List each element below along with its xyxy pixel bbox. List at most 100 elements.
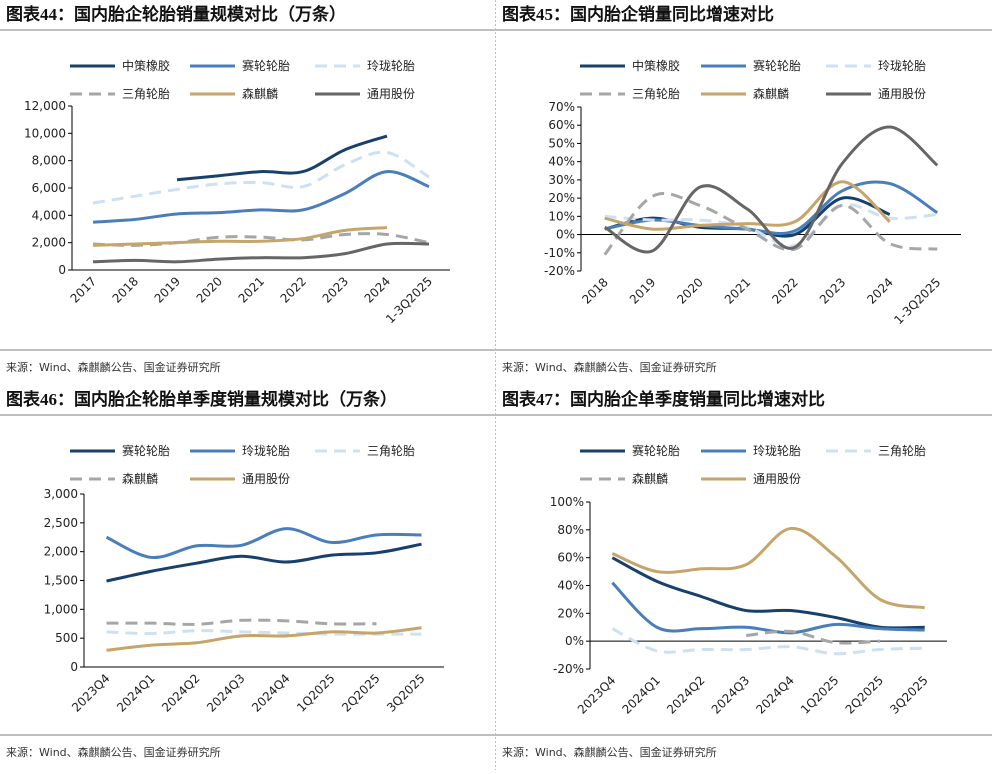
x-tick-label: 2019 xyxy=(627,275,658,306)
chart: 图表44：国内胎企轮胎销量规模对比（万条） 来源：Wind、森麒麟公告、国金证券研… xyxy=(0,0,496,385)
series-line xyxy=(603,191,938,256)
legend-label: 通用股份 xyxy=(753,472,801,486)
y-tick-label: 2,500 xyxy=(44,516,78,530)
x-tick-label: 2Q2025 xyxy=(843,673,887,717)
y-tick-label: 70% xyxy=(548,100,575,114)
legend-label: 三角轮胎 xyxy=(878,444,926,458)
x-tick-label: 2024Q2 xyxy=(664,673,708,717)
y-tick-label: 20% xyxy=(557,606,584,620)
series-line xyxy=(92,170,430,224)
series-line xyxy=(611,556,925,630)
x-tick-label: 1Q2025 xyxy=(294,671,338,715)
x-tick-label: 2022 xyxy=(769,275,800,306)
x-tick-label: 1-3Q2025 xyxy=(891,275,943,327)
x-tick-label: 2023Q4 xyxy=(575,673,619,717)
legend-label: 玲珑轮胎 xyxy=(242,444,290,458)
legend-label: 玲珑轮胎 xyxy=(367,59,415,73)
chart-panel: 图表47：国内胎企单季度销量同比增速对比 来源：Wind、森麒麟公告、国金证券研究… xyxy=(496,385,992,770)
series-line xyxy=(604,180,939,235)
source: 来源：Wind、森麒麟公告、国金证券研究所 xyxy=(6,745,221,759)
legend-label: 森麒麟 xyxy=(122,471,158,486)
y-tick-label: 40% xyxy=(548,155,575,169)
legend-label: 赛轮轮胎 xyxy=(242,58,290,73)
legend-label: 赛轮轮胎 xyxy=(632,443,680,458)
y-tick-label: 20% xyxy=(548,191,575,205)
x-tick-label: 3Q2025 xyxy=(887,673,931,717)
legend-label: 玲珑轮胎 xyxy=(878,59,926,73)
x-tick-label: 2024Q1 xyxy=(114,671,158,715)
series-line xyxy=(611,581,925,635)
legend-label: 通用股份 xyxy=(242,472,290,486)
legend-label: 三角轮胎 xyxy=(122,87,170,101)
y-tick-label: 50% xyxy=(548,136,575,150)
y-tick-label: 12,000 xyxy=(24,99,66,113)
y-tick-label: 6,000 xyxy=(32,181,66,195)
y-tick-label: 30% xyxy=(548,173,575,187)
chart: 图表47：国内胎企单季度销量同比增速对比来源：Wind、森麒麟公告、国金证券研究… xyxy=(496,389,992,759)
x-tick-label: 2018 xyxy=(579,275,610,306)
chart-title: 图表46：国内胎企轮胎单季度销量规模对比（万条） xyxy=(6,389,397,409)
y-tick-label: -10% xyxy=(544,246,575,260)
source: 来源：Wind、森麒麟公告、国金证券研究所 xyxy=(502,745,717,759)
chart-title: 图表45：国内胎企销量同比增速对比 xyxy=(502,4,774,24)
y-tick-label: 40% xyxy=(557,579,584,593)
series-line xyxy=(604,180,891,231)
y-tick-label: -20% xyxy=(553,662,584,676)
x-tick-label: 2Q2025 xyxy=(339,671,383,715)
series-line xyxy=(106,618,377,626)
y-tick-label: 100% xyxy=(550,495,584,509)
legend-label: 中策橡胶 xyxy=(122,58,170,73)
y-tick-label: 80% xyxy=(557,523,584,537)
legend-label: 三角轮胎 xyxy=(367,444,415,458)
source: 来源：Wind、森麒麟公告、国金证券研究所 xyxy=(6,360,221,374)
y-tick-label: 60% xyxy=(557,551,584,565)
chart: 图表46：国内胎企轮胎单季度销量规模对比（万条） 来源：Wind、森麒麟公告、国金… xyxy=(0,385,496,770)
legend-label: 三角轮胎 xyxy=(632,87,680,101)
y-tick-label: 3,000 xyxy=(44,487,78,501)
y-tick-label: 10% xyxy=(548,209,575,223)
x-tick-label: 2021 xyxy=(722,275,753,306)
x-tick-label: 2023Q4 xyxy=(69,671,113,715)
series-line xyxy=(176,134,388,182)
legend-label: 通用股份 xyxy=(878,87,926,101)
x-tick-label: 2024Q4 xyxy=(753,673,797,717)
source: 来源：Wind、森麒麟公告、国金证券研究所 xyxy=(502,360,717,374)
x-tick-label: 2018 xyxy=(110,274,141,305)
chart-title: 图表44：国内胎企轮胎销量规模对比（万条） xyxy=(6,4,346,24)
legend-label: 玲珑轮胎 xyxy=(753,444,801,458)
y-tick-label: 60% xyxy=(548,118,575,132)
series-line xyxy=(92,150,430,205)
series-line xyxy=(611,627,925,656)
y-tick-label: 8,000 xyxy=(32,154,66,168)
legend-label: 森麒麟 xyxy=(242,86,278,101)
x-tick-label: 3Q2025 xyxy=(384,671,428,715)
series-line xyxy=(746,629,881,645)
x-tick-label: 2023 xyxy=(320,274,351,305)
series-line xyxy=(106,626,422,652)
series-line xyxy=(92,226,388,247)
chart-panel: 图表46：国内胎企轮胎单季度销量规模对比（万条） 来源：Wind、森麒麟公告、国金… xyxy=(0,385,496,770)
series-line xyxy=(604,203,938,248)
legend-label: 赛轮轮胎 xyxy=(753,58,801,73)
y-tick-label: 2,000 xyxy=(44,545,78,559)
y-tick-label: 0% xyxy=(565,634,584,648)
series-line xyxy=(105,527,422,559)
x-tick-label: 2024 xyxy=(864,275,895,306)
x-tick-label: 2024Q1 xyxy=(619,673,663,717)
x-tick-label: 2019 xyxy=(152,274,183,305)
series-line xyxy=(106,542,422,583)
x-tick-label: 2020 xyxy=(674,275,705,306)
x-tick-label: 2024Q4 xyxy=(249,671,293,715)
y-tick-label: 500 xyxy=(55,631,78,645)
y-tick-label: 1,000 xyxy=(44,602,78,616)
y-tick-label: 4,000 xyxy=(32,208,66,222)
x-tick-label: 2023 xyxy=(817,275,848,306)
y-tick-label: 0 xyxy=(58,263,66,277)
series-line xyxy=(611,526,925,610)
x-tick-label: 2020 xyxy=(194,274,225,305)
y-tick-label: 2,000 xyxy=(32,236,66,250)
legend-label: 赛轮轮胎 xyxy=(122,443,170,458)
y-tick-label: -20% xyxy=(544,264,575,278)
